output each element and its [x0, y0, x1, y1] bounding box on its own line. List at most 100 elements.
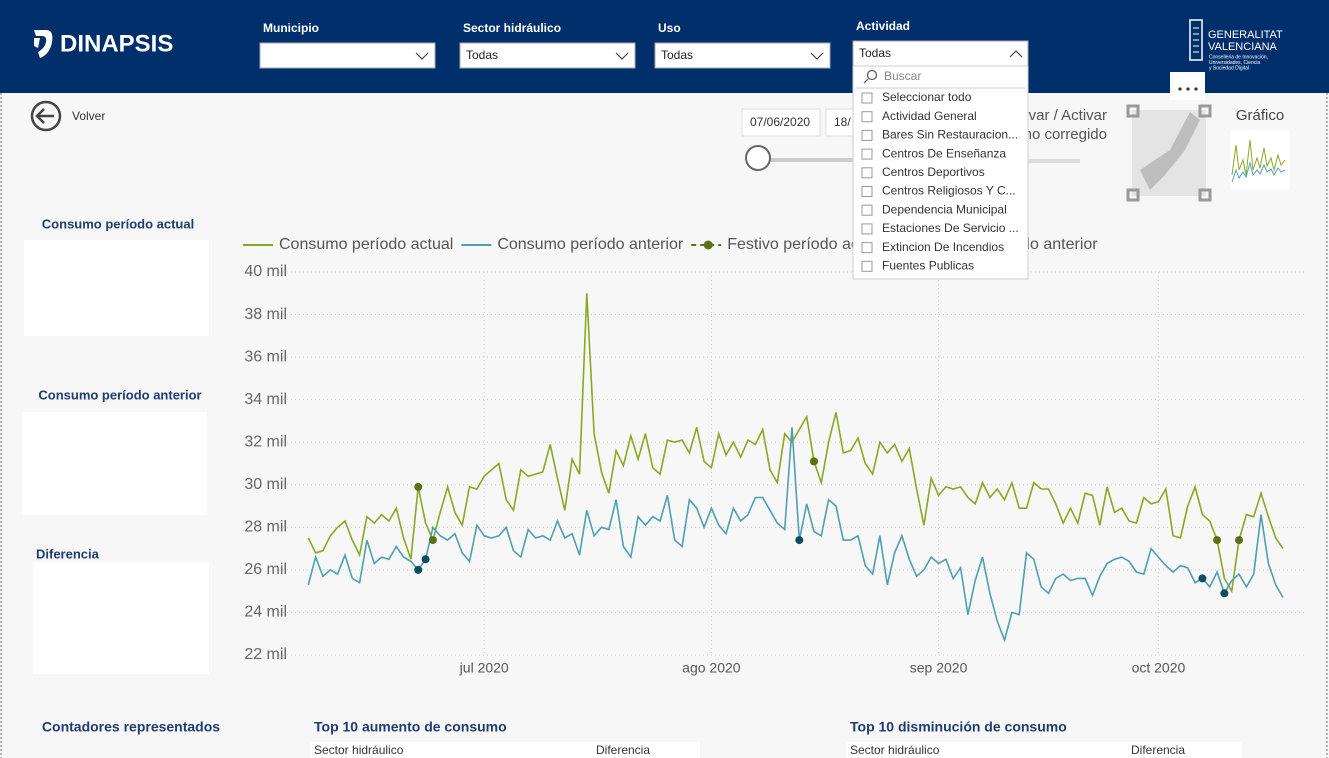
brand-icon-stripes: [1193, 27, 1199, 53]
checkbox[interactable]: [861, 167, 873, 179]
checkbox[interactable]: [861, 186, 873, 197]
kpi-card: [24, 240, 209, 336]
back-icon[interactable]: [30, 100, 62, 132]
brand-note: Universidades, Ciencia: [1209, 60, 1260, 66]
kpi-title: Consumo período anterior: [38, 387, 201, 402]
legend-label[interactable]: Consumo período actual: [279, 236, 453, 253]
more-button[interactable]: [1170, 72, 1205, 100]
dropdown-panel: [852, 65, 1029, 280]
kpi-title: Consumo período actual: [42, 216, 194, 231]
holiday-point: [428, 536, 437, 545]
checkbox[interactable]: [861, 260, 873, 272]
dropdown-option[interactable]: Seleccionar todo: [882, 90, 972, 104]
brand-text: VALENCIANA: [1208, 41, 1278, 53]
dropdown-option[interactable]: Fuentes Publicas: [882, 258, 974, 272]
column-header[interactable]: Sector hidráulico: [850, 743, 940, 757]
dropdown-option[interactable]: Bares Sin Restauracion...: [882, 128, 1018, 142]
checkbox[interactable]: [861, 204, 873, 216]
legend-label[interactable]: Festivo período actual: [727, 236, 884, 253]
holiday-point: [414, 565, 423, 574]
legend-dot: [703, 240, 713, 250]
filter-label: Actividad: [856, 19, 910, 33]
filter-box[interactable]: [654, 42, 831, 69]
chart-thumb[interactable]: [1230, 130, 1290, 190]
checkbox[interactable]: [861, 92, 873, 104]
filter-value: Todas: [466, 48, 498, 62]
dropdown-option[interactable]: Centros Deportivos: [882, 165, 985, 179]
dropdown-option[interactable]: Extincion De Incendios: [882, 240, 1004, 254]
back-label[interactable]: Volver: [72, 109, 105, 123]
resize-handle: [1198, 188, 1212, 202]
x-tick-label: oct 2020: [1132, 660, 1186, 676]
column-header[interactable]: Sector hidráulico: [314, 743, 404, 757]
checkbox[interactable]: [861, 242, 873, 254]
filter-value: Todas: [661, 48, 693, 62]
chevron: [415, 52, 429, 60]
holiday-point: [414, 482, 423, 491]
thumb-line: [1231, 161, 1286, 183]
search-input[interactable]: Buscar: [884, 69, 921, 83]
x-tick-label: sep 2020: [910, 660, 968, 676]
dropdown-option[interactable]: Centros De Enseñanza: [882, 146, 1006, 160]
filter-box[interactable]: [259, 42, 436, 69]
kpi-card: [33, 562, 209, 674]
y-tick-label: 22 mil: [244, 646, 287, 663]
y-tick-label: 40 mil: [244, 263, 287, 280]
more-dot: [1194, 87, 1198, 91]
resize-handle: [1198, 104, 1212, 118]
column-header[interactable]: Diferencia: [1131, 743, 1185, 757]
x-tick-label: jul 2020: [459, 660, 509, 676]
filter-label: Sector hidráulico: [463, 21, 561, 35]
thumb-line: [1231, 139, 1286, 176]
holiday-point: [1213, 536, 1222, 545]
holiday-point: [809, 457, 818, 466]
map-shape: [1140, 112, 1200, 190]
y-tick-label: 30 mil: [244, 476, 287, 493]
y-tick-label: 26 mil: [244, 561, 287, 578]
brand-note: Conselleria de Innovación,: [1209, 54, 1268, 60]
brand-icon: [1189, 19, 1203, 61]
search-icon: [863, 78, 869, 84]
slider-handle[interactable]: [745, 145, 771, 171]
y-tick-label: 28 mil: [244, 519, 287, 536]
view-tab[interactable]: Gráfico: [1236, 107, 1284, 124]
y-tick-label: 34 mil: [244, 391, 287, 408]
checkbox[interactable]: [861, 223, 873, 235]
dropdown-option[interactable]: Dependencia Municipal: [882, 202, 1007, 216]
chevron: [1009, 50, 1023, 58]
checkbox[interactable]: [861, 148, 873, 160]
filter-box[interactable]: [852, 40, 1029, 67]
logo-icon: [34, 30, 53, 58]
kpi-card: [22, 412, 207, 515]
more-dot: [1178, 87, 1182, 91]
checkbox[interactable]: [861, 111, 873, 123]
logo: DINAPSIS: [60, 30, 173, 57]
resize-handle: [1126, 104, 1140, 118]
dropdown-option[interactable]: Actividad General: [882, 109, 977, 123]
legend-label[interactable]: Consumo período anterior: [497, 236, 684, 253]
section-title: Contadores representados: [42, 719, 220, 735]
search-icon: [866, 69, 878, 81]
series-line: [307, 427, 1284, 643]
holiday-point: [1198, 574, 1207, 583]
holiday-point: [1235, 536, 1244, 545]
y-tick-label: 36 mil: [244, 348, 287, 365]
brand-text: GENERALITAT: [1208, 29, 1283, 41]
filter-box[interactable]: [459, 42, 636, 69]
filter-label: Municipio: [263, 21, 319, 35]
y-tick-label: 38 mil: [244, 306, 287, 323]
resize-handle: [1126, 188, 1140, 202]
checkbox[interactable]: [861, 129, 873, 141]
dropdown-option[interactable]: Estaciones De Servicio ...: [882, 221, 1019, 235]
brand-note: y Sociedad Digital: [1209, 65, 1249, 71]
date-box[interactable]: [741, 108, 821, 137]
y-tick-label: 32 mil: [244, 433, 287, 450]
holiday-point: [421, 555, 430, 564]
column-header[interactable]: Diferencia: [596, 743, 650, 757]
table: [310, 742, 700, 758]
date-start: 07/06/2020: [750, 115, 810, 129]
filter-label: Uso: [658, 21, 681, 35]
dropdown-option[interactable]: Centros Religiosos Y C...: [882, 184, 1016, 198]
back-arrow: [35, 108, 54, 124]
